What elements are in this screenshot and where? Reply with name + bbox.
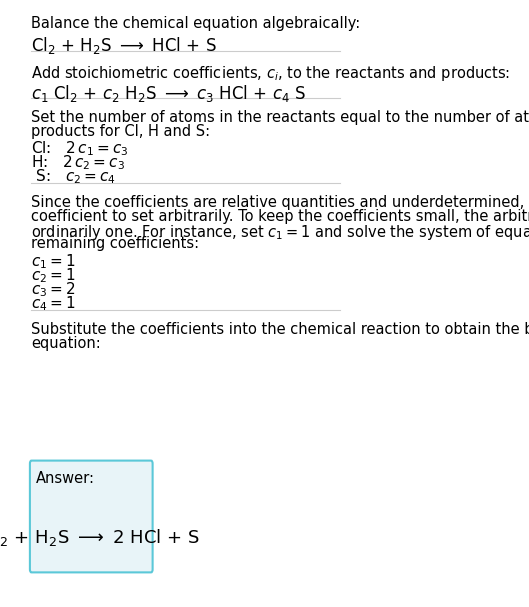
Text: $c_1$ Cl$_2$ + $c_2$ H$_2$S $\longrightarrow$ $c_3$ HCl + $c_4$ S: $c_1$ Cl$_2$ + $c_2$ H$_2$S $\longrighta… [32,83,306,104]
Text: Add stoichiometric coefficients, $c_i$, to the reactants and products:: Add stoichiometric coefficients, $c_i$, … [32,64,510,83]
Text: $c_3 = 2$: $c_3 = 2$ [32,280,76,299]
Text: Answer:: Answer: [36,471,95,486]
Text: S:   $c_2 = c_4$: S: $c_2 = c_4$ [32,168,116,186]
Text: products for Cl, H and S:: products for Cl, H and S: [32,124,211,139]
Text: $c_4 = 1$: $c_4 = 1$ [32,294,76,313]
Text: coefficient to set arbitrarily. To keep the coefficients small, the arbitrary va: coefficient to set arbitrarily. To keep … [32,209,529,223]
Text: Cl:   $2\,c_1 = c_3$: Cl: $2\,c_1 = c_3$ [32,140,129,158]
Text: Since the coefficients are relative quantities and underdetermined, choose a: Since the coefficients are relative quan… [32,195,529,210]
Text: Substitute the coefficients into the chemical reaction to obtain the balanced: Substitute the coefficients into the che… [32,322,529,337]
Text: $c_2 = 1$: $c_2 = 1$ [32,266,76,285]
Text: Cl$_2$ + H$_2$S $\longrightarrow$ 2 HCl + S: Cl$_2$ + H$_2$S $\longrightarrow$ 2 HCl … [0,527,200,548]
Text: equation:: equation: [32,336,101,350]
Text: H:   $2\,c_2 = c_3$: H: $2\,c_2 = c_3$ [32,154,125,172]
Text: Balance the chemical equation algebraically:: Balance the chemical equation algebraica… [32,16,361,32]
Text: remaining coefficients:: remaining coefficients: [32,237,199,251]
Text: ordinarily one. For instance, set $c_1 = 1$ and solve the system of equations fo: ordinarily one. For instance, set $c_1 =… [32,223,529,242]
Text: Set the number of atoms in the reactants equal to the number of atoms in the: Set the number of atoms in the reactants… [32,110,529,125]
Text: Cl$_2$ + H$_2$S $\longrightarrow$ HCl + S: Cl$_2$ + H$_2$S $\longrightarrow$ HCl + … [32,35,217,56]
FancyBboxPatch shape [30,461,152,572]
Text: $c_1 = 1$: $c_1 = 1$ [32,252,76,271]
